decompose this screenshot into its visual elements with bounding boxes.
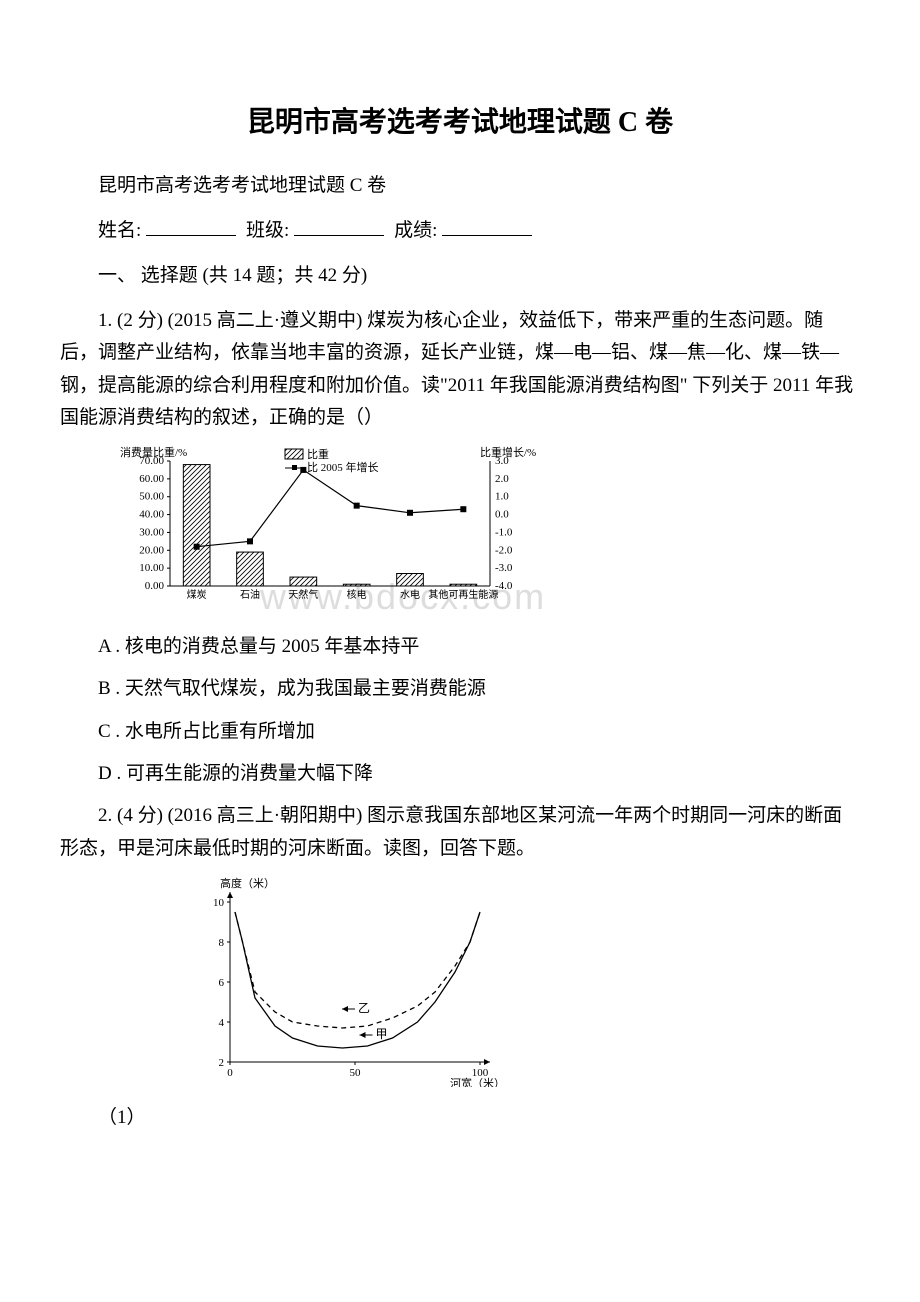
svg-text:10.00: 10.00 xyxy=(139,562,164,574)
svg-text:4: 4 xyxy=(219,1017,225,1029)
svg-text:-1.0: -1.0 xyxy=(495,527,513,539)
class-blank xyxy=(294,235,384,236)
river-cross-section-chart: 高度（米）河宽（米）246810050100甲乙 xyxy=(190,877,510,1087)
svg-text:50: 50 xyxy=(350,1067,362,1079)
q1-option-b: B . 天然气取代煤炭，成为我国最主要消费能源 xyxy=(60,673,860,705)
section-header: 一、 选择题 (共 14 题；共 42 分) xyxy=(60,260,860,287)
svg-text:乙: 乙 xyxy=(358,1001,370,1015)
svg-text:核电: 核电 xyxy=(347,588,367,601)
subtitle: 昆明市高考选考考试地理试题 C 卷 xyxy=(60,170,860,197)
svg-text:70.00: 70.00 xyxy=(139,455,164,467)
svg-text:8: 8 xyxy=(219,937,225,949)
svg-text:2: 2 xyxy=(219,1057,225,1069)
q1-stem: 1. (2 分) (2015 高二上·遵义期中) 煤炭为核心企业，效益低下，带来… xyxy=(60,305,860,434)
name-blank xyxy=(146,235,236,236)
svg-text:0.00: 0.00 xyxy=(145,580,165,592)
svg-text:50.00: 50.00 xyxy=(139,491,164,503)
q1-option-c: C . 水电所占比重有所增加 xyxy=(60,716,860,748)
q2-sub1: （1） xyxy=(60,1102,860,1129)
svg-text:10: 10 xyxy=(213,897,225,909)
svg-text:2.0: 2.0 xyxy=(495,473,509,485)
svg-text:6: 6 xyxy=(219,977,225,989)
svg-text:水电: 水电 xyxy=(400,588,420,601)
svg-text:比 2005 年增长: 比 2005 年增长 xyxy=(307,460,379,474)
chart1-container: www.bdocx.com 消费量比重/%比重增长/%比重比 2005 年增长0… xyxy=(120,446,860,616)
svg-text:100: 100 xyxy=(472,1067,489,1079)
q1-option-d: D . 可再生能源的消费量大幅下降 xyxy=(60,758,860,790)
svg-text:-3.0: -3.0 xyxy=(495,562,513,574)
page-title: 昆明市高考选考考试地理试题 C 卷 xyxy=(60,100,860,140)
svg-text:40.00: 40.00 xyxy=(139,509,164,521)
chart2-container: 高度（米）河宽（米）246810050100甲乙 xyxy=(120,877,860,1087)
score-blank xyxy=(442,235,532,236)
svg-text:煤炭: 煤炭 xyxy=(187,588,207,601)
svg-text:比重: 比重 xyxy=(307,447,329,461)
q2-stem: 2. (4 分) (2016 高三上·朝阳期中) 图示意我国东部地区某河流一年两… xyxy=(60,800,860,865)
svg-text:1.0: 1.0 xyxy=(495,491,509,503)
svg-text:30.00: 30.00 xyxy=(139,527,164,539)
svg-text:天然气: 天然气 xyxy=(288,588,318,601)
svg-text:0.0: 0.0 xyxy=(495,509,509,521)
name-label: 姓名: xyxy=(98,220,141,241)
form-line: 姓名: 班级: 成绩: xyxy=(60,215,860,242)
svg-text:甲: 甲 xyxy=(376,1027,388,1041)
score-label: 成绩: xyxy=(394,220,437,241)
svg-text:0: 0 xyxy=(227,1067,233,1079)
class-label: 班级: xyxy=(246,220,289,241)
q1-option-a: A . 核电的消费总量与 2005 年基本持平 xyxy=(60,631,860,663)
energy-chart: www.bdocx.com 消费量比重/%比重增长/%比重比 2005 年增长0… xyxy=(120,446,540,616)
svg-text:3.0: 3.0 xyxy=(495,455,509,467)
svg-text:-2.0: -2.0 xyxy=(495,544,513,556)
svg-text:石油: 石油 xyxy=(240,588,260,601)
svg-text:20.00: 20.00 xyxy=(139,544,164,556)
svg-text:高度（米）: 高度（米） xyxy=(220,877,275,890)
svg-text:60.00: 60.00 xyxy=(139,473,164,485)
svg-text:其他可再生能源: 其他可再生能源 xyxy=(428,588,498,601)
